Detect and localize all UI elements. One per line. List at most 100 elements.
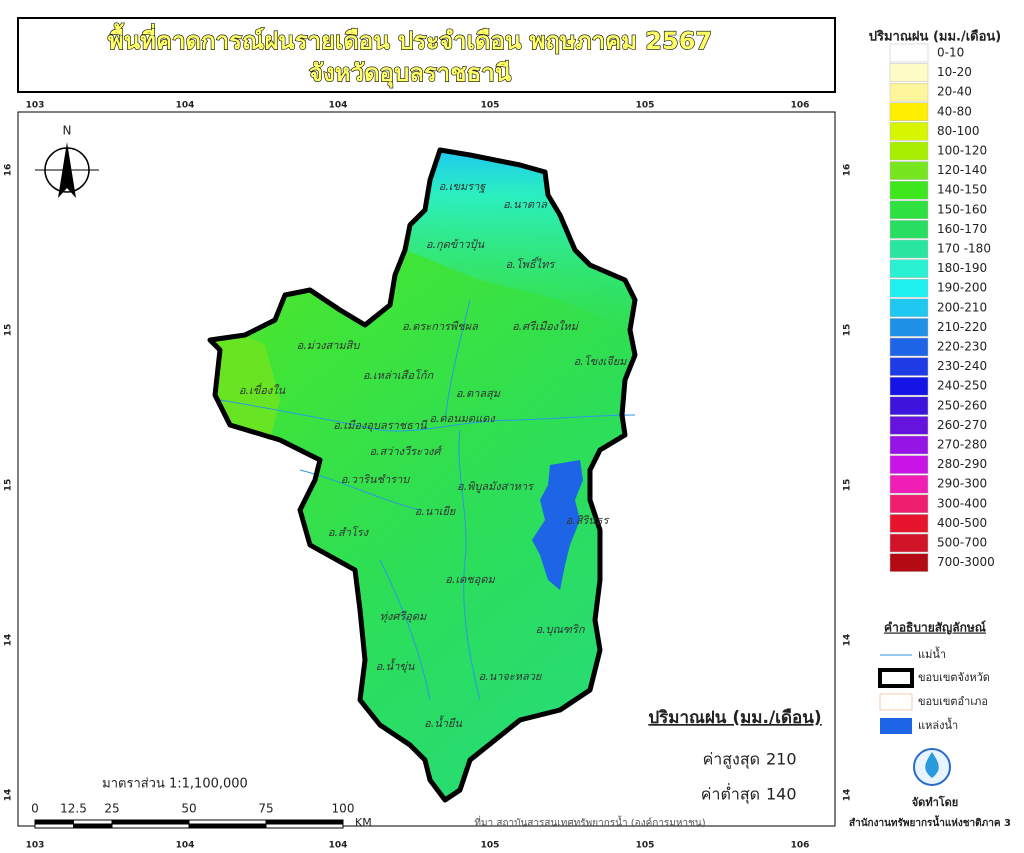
district-label: ทุ่งศรีอุดม	[380, 610, 427, 623]
province-fill	[210, 150, 635, 800]
legend-label: 120-140	[937, 163, 987, 177]
symbol-label: ขอบเขตจังหวัด	[918, 671, 990, 684]
legend-swatch	[889, 494, 929, 514]
scale-tick: 50	[181, 802, 196, 816]
longitude-label: 105	[481, 101, 500, 111]
symbol-label: แม่น้ำ	[918, 646, 946, 661]
title-box	[17, 17, 836, 93]
scale-segment	[111, 823, 190, 829]
legend-label: 700-3000	[937, 555, 995, 569]
symbol-label: ขอบเขตอำเภอ	[918, 695, 988, 708]
scale-tick: 25	[104, 802, 119, 816]
scale-segment	[265, 819, 344, 825]
district-label: อ.สำโรง	[328, 526, 370, 539]
water-icon	[880, 718, 912, 734]
scale-segment	[188, 823, 267, 829]
legend-swatch	[889, 278, 929, 298]
scale-segment	[73, 819, 113, 825]
logo-drop	[925, 752, 939, 778]
stats-title: ปริมาณฝน (มม./เดือน)	[648, 707, 821, 728]
scale-tick: 100	[332, 802, 355, 816]
legend-label: 100-120	[937, 144, 987, 158]
latitude-label: 15	[843, 324, 853, 337]
symbol-label: แหล่งน้ำ	[918, 717, 958, 732]
legend-swatch	[889, 298, 929, 318]
district-icon	[879, 693, 913, 711]
legend-swatch	[889, 102, 929, 122]
province-border	[207, 147, 638, 803]
legend-label: 290-300	[937, 477, 987, 491]
legend-label: 150-160	[937, 202, 987, 216]
legend-label: 20-40	[937, 85, 972, 99]
legend-swatch	[889, 161, 929, 180]
province-icon	[878, 668, 914, 688]
legend-label: 180-190	[937, 261, 987, 275]
longitude-label: 103	[26, 101, 45, 111]
legend-swatch	[889, 376, 929, 396]
legend-swatch	[889, 318, 929, 337]
scale-segment	[188, 819, 267, 825]
legend-swatch	[889, 141, 929, 161]
legend-label: 160-170	[937, 222, 987, 236]
legend-title: ปริมาณฝน (มม./เดือน)	[869, 29, 1001, 45]
legend-label: 210-220	[937, 320, 987, 334]
legend-swatch	[889, 239, 929, 259]
legend-label: 300-400	[937, 496, 987, 510]
longitude-label: 104	[329, 841, 348, 851]
legend-swatch	[889, 396, 929, 416]
max-value: 210	[766, 750, 797, 769]
min-value: 140	[766, 785, 797, 804]
legend-label: 80-100	[937, 124, 980, 138]
latitude-label: 15	[4, 479, 14, 492]
scale-segment	[73, 823, 113, 829]
district-label: อ.เหล่าเสือโก้ก	[363, 369, 435, 382]
latitude-label: 16	[843, 164, 853, 177]
district-label: อ.วารินชำราบ	[341, 473, 411, 486]
district-label: อ.น้ำยืน	[424, 715, 462, 730]
legend-label: 40-80	[937, 104, 972, 118]
reservoir	[532, 460, 583, 590]
district-label: อ.นาตาล	[503, 198, 548, 211]
legend-label: 500-700	[937, 536, 987, 550]
legend-label: 250-260	[937, 398, 987, 412]
latitude-label: 15	[843, 479, 853, 492]
latitude-label: 16	[4, 164, 14, 177]
latitude-label: 15	[4, 324, 14, 337]
district-label: อ.ตระการพืชผล	[402, 320, 479, 333]
longitude-label: 106	[791, 101, 810, 111]
longitude-label: 106	[791, 841, 810, 851]
rivers	[219, 299, 636, 701]
scale-tick: 0	[31, 802, 39, 816]
legend-swatch	[889, 416, 929, 435]
scale-unit: KM	[355, 816, 372, 829]
district-label: อ.บุณฑริก	[536, 623, 586, 636]
legend-label: 270-280	[937, 438, 987, 452]
min-label: ค่าต่ำสุด	[701, 783, 760, 805]
scale-label: มาตราส่วน 1:1,100,000	[102, 777, 248, 792]
district-label: อ.เขมราฐ	[439, 180, 487, 193]
western-zone	[210, 335, 280, 440]
district-label: อ.สว่างวีระวงศ์	[369, 445, 443, 458]
district-label: อ.นาจะหลวย	[479, 670, 543, 683]
district-label: อ.ตาลสุม	[456, 387, 501, 400]
legend-swatch	[889, 180, 929, 200]
credit-label: จัดทำโดย	[912, 795, 959, 809]
max-label: ค่าสูงสุด	[703, 750, 760, 770]
legend-swatch	[889, 82, 929, 102]
legend-swatch	[889, 43, 929, 63]
legend-label: 0-10	[937, 46, 964, 60]
district-label: อ.เขื่องใน	[239, 382, 286, 397]
legend-label: 10-20	[937, 65, 972, 79]
longitude-label: 105	[636, 841, 655, 851]
legend-label: 260-270	[937, 418, 987, 432]
legend-swatch	[889, 474, 929, 494]
legend-swatch	[889, 455, 929, 474]
legend-label: 240-250	[937, 379, 987, 393]
legend-swatch	[889, 259, 929, 278]
longitude-label: 104	[176, 101, 195, 111]
district-label: อ.น้ำขุ่น	[376, 658, 415, 673]
scale-tick: 75	[258, 802, 273, 816]
credit-org: สำนักงานทรัพยากรน้ำแห่งชาติภาค 3	[849, 815, 1011, 829]
legend-label: 190-200	[937, 281, 987, 295]
legend-swatch	[889, 122, 929, 141]
